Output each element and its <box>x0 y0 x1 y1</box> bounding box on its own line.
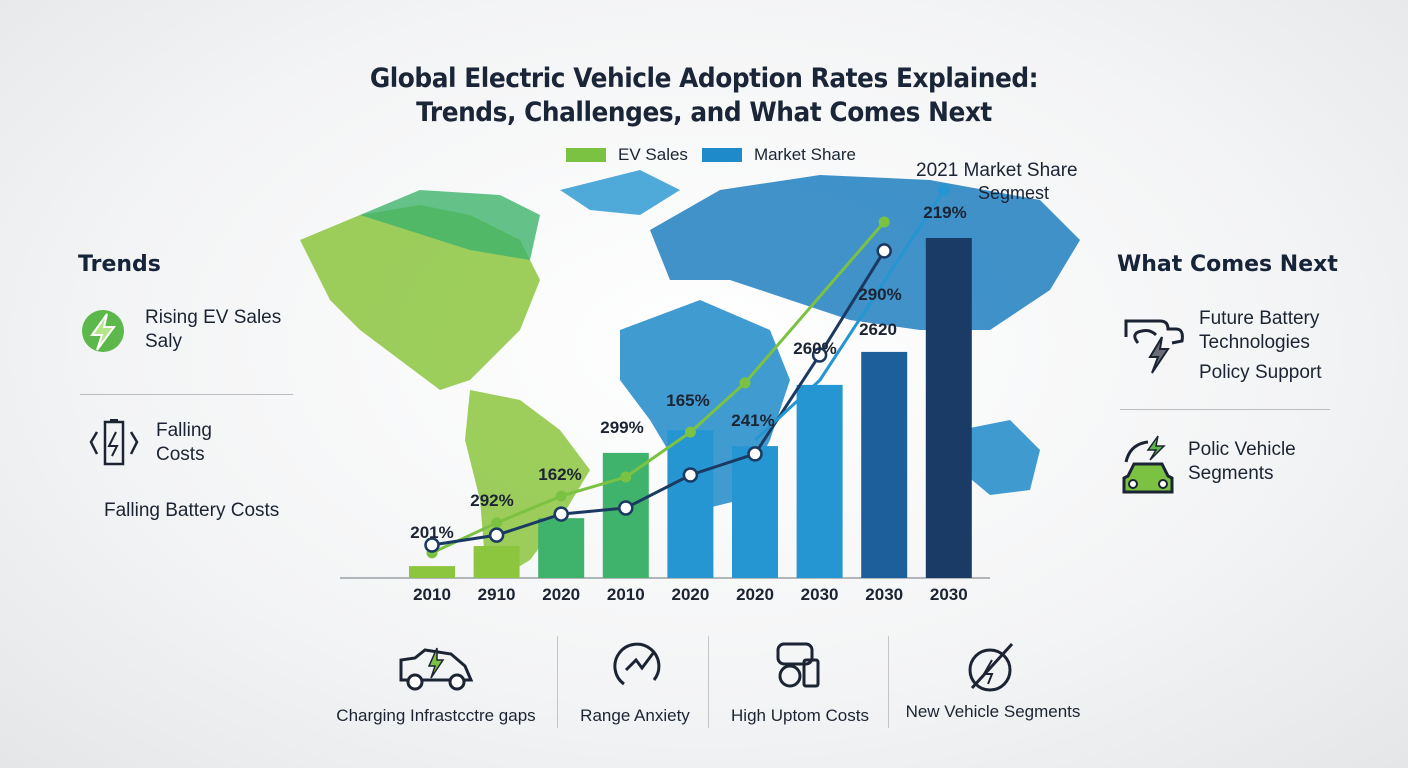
x-tick-label: 2020 <box>736 585 774 604</box>
data-point <box>739 377 751 389</box>
trend-item-line: Falling <box>156 420 212 441</box>
lightning-icon <box>80 308 126 359</box>
data-point <box>684 426 696 438</box>
data-label: 162% <box>538 465 581 484</box>
trend-item-line: Saly <box>145 331 182 352</box>
legend-swatch-market-share <box>701 148 742 162</box>
legend-swatch-ev-sales <box>566 148 606 162</box>
data-label: 165% <box>666 391 709 410</box>
x-tick-label: 2030 <box>930 585 968 604</box>
data-point <box>682 467 699 483</box>
data-point <box>424 537 440 553</box>
bar-4 <box>667 430 714 578</box>
x-tick-label: 2030 <box>865 585 903 604</box>
electric-car-icon <box>1118 434 1178 505</box>
side-label-line-1: 2021 Market Share <box>916 160 1078 181</box>
bar-6 <box>796 384 843 578</box>
chart-legend: EV Sales Market Share <box>566 145 856 165</box>
divider <box>1120 409 1330 410</box>
data-point <box>620 471 632 483</box>
bar-8 <box>925 238 972 578</box>
data-label: 260% <box>793 339 836 358</box>
title-line-2: Trends, Challenges, and What Comes Next <box>416 97 992 128</box>
data-point <box>876 243 892 259</box>
trends-heading: Trends <box>78 252 161 277</box>
data-point <box>488 527 505 543</box>
side-label-line-2: Segmest <box>978 183 1049 203</box>
title-line-1: Global Electric Vehicle Adoption Rates E… <box>369 63 1039 94</box>
data-label: 219% <box>923 203 966 222</box>
data-point <box>747 446 763 462</box>
trend-item-line: Rising EV Sales <box>145 307 282 328</box>
bar-1 <box>473 546 520 578</box>
legend-ev-sales: EV Sales <box>618 145 688 164</box>
trend-item-line: Costs <box>156 444 205 465</box>
data-label: 290% <box>858 285 901 304</box>
x-tick-label: 2910 <box>478 585 516 604</box>
divider <box>708 636 709 728</box>
data-point <box>491 517 503 529</box>
data-label: 292% <box>470 491 513 510</box>
trend-item-falling-costs: Falling Costs <box>156 419 212 467</box>
next-item-line: Policy Support <box>1199 362 1322 383</box>
data-point <box>878 216 890 228</box>
next-item-vehicle-segments: Polic Vehicle Segments <box>1188 438 1296 486</box>
data-point <box>553 506 569 522</box>
x-tick-label: 2010 <box>413 585 451 604</box>
market-share-trend-line <box>753 189 946 442</box>
falling-battery-costs: Falling Battery Costs <box>104 500 280 521</box>
cost-icon <box>770 640 826 701</box>
divider <box>888 636 889 728</box>
divider <box>557 636 558 728</box>
data-label-extra: 2620 <box>859 320 897 339</box>
data-point <box>618 500 634 516</box>
data-point <box>811 347 828 363</box>
challenge-range-anxiety: Range Anxiety <box>580 706 690 725</box>
bar-7 <box>861 351 908 578</box>
what-comes-next-heading: What Comes Next <box>1117 252 1338 277</box>
next-item-line: Future Battery <box>1199 308 1320 329</box>
bar-2 <box>538 518 585 578</box>
next-item-line: Segments <box>1188 463 1274 484</box>
x-tick-label: 2020 <box>542 585 580 604</box>
x-tick-label: 2010 <box>607 585 645 604</box>
data-label: 299% <box>600 418 643 437</box>
bar-5 <box>732 446 778 578</box>
range-gauge-icon <box>610 640 662 697</box>
challenge-charging-infrastructure: Charging Infrastcctre gaps <box>336 706 536 725</box>
data-label: 241% <box>731 411 774 430</box>
legend-market-share: Market Share <box>753 145 856 164</box>
next-item-line: Technologies <box>1199 332 1310 353</box>
battery-icon <box>85 418 145 473</box>
data-point <box>938 184 950 196</box>
battery-cloud-icon <box>1120 315 1190 382</box>
x-tick-label: 2030 <box>801 585 839 604</box>
data-point <box>555 490 567 502</box>
vehicle-segment-icon <box>962 638 1020 701</box>
x-tick-label: 2020 <box>671 585 709 604</box>
data-label: 201% <box>410 523 453 542</box>
bar-0 <box>409 566 455 578</box>
charging-car-icon <box>395 636 475 697</box>
challenge-new-vehicle-segments: New Vehicle Segments <box>905 702 1081 721</box>
trend-item-rising-sales: Rising EV Sales Saly <box>145 306 281 354</box>
next-item-line: Polic Vehicle <box>1188 439 1296 460</box>
next-item-battery-tech: Future Battery Technologies Policy Suppo… <box>1199 307 1322 385</box>
page-title: Global Electric Vehicle Adoption Rates E… <box>56 62 1351 130</box>
series-line-market-share <box>431 250 886 547</box>
divider <box>80 394 293 395</box>
challenge-high-upfront-costs: High Uptom Costs <box>731 706 869 725</box>
